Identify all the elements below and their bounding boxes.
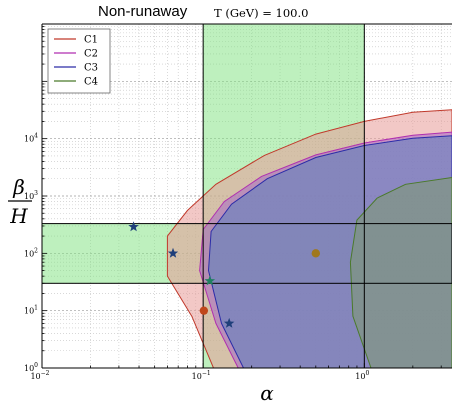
circle-marker bbox=[199, 306, 209, 315]
x-tick-exponent: −1 bbox=[202, 370, 211, 377]
y-tick-label: 104 bbox=[24, 133, 38, 144]
legend-label-c1: C1 bbox=[84, 35, 98, 46]
legend-label-c3: C3 bbox=[84, 63, 98, 74]
star-marker bbox=[204, 275, 216, 286]
series-regions bbox=[166, 109, 452, 368]
y-tick-label: 100 bbox=[24, 362, 38, 373]
x-axis-label: α bbox=[260, 381, 274, 404]
band-outlines bbox=[42, 24, 452, 368]
benchmark-markers bbox=[128, 221, 321, 328]
y-tick-label: 103 bbox=[24, 190, 38, 201]
legend-label-c4: C4 bbox=[84, 77, 98, 88]
chart-title: Non-runaway bbox=[98, 3, 188, 20]
legend-items: C1 C2 C3 C4 bbox=[54, 35, 98, 88]
y-tick-label: 102 bbox=[24, 247, 38, 258]
highlight-band-outline-vertical bbox=[202, 24, 365, 368]
y-tick-exponent: 0 bbox=[34, 362, 38, 369]
y-tick-label: 101 bbox=[24, 305, 38, 316]
x-tick-label: 10−2 bbox=[30, 370, 49, 381]
y-tick-exponent: 4 bbox=[34, 133, 38, 140]
y-axis-label: β H bbox=[8, 175, 32, 228]
star-marker bbox=[223, 317, 235, 328]
series-region-c4 bbox=[349, 176, 452, 368]
highlight-band-outline-horizontal bbox=[42, 223, 452, 284]
x-tick-label: 100 bbox=[355, 370, 369, 381]
x-tick-label: 10−1 bbox=[192, 370, 211, 381]
y-tick-exponent: 3 bbox=[34, 190, 38, 197]
star-marker bbox=[128, 221, 139, 232]
y-axis-label-numerator: β bbox=[12, 175, 25, 199]
star-marker bbox=[167, 247, 179, 258]
x-tick-exponent: 0 bbox=[365, 370, 369, 377]
y-tick-exponent: 2 bbox=[34, 247, 38, 254]
legend-label-c2: C2 bbox=[84, 49, 98, 60]
legend: C1 C2 C3 C4 bbox=[47, 28, 111, 94]
x-tick-exponent: −2 bbox=[41, 370, 50, 377]
circle-marker bbox=[311, 249, 321, 258]
y-tick-exponent: 1 bbox=[34, 305, 38, 312]
y-axis-label-denominator: H bbox=[9, 204, 28, 228]
legend-box bbox=[47, 28, 111, 94]
chart-subtitle: T (GeV) = 100.0 bbox=[214, 6, 308, 20]
